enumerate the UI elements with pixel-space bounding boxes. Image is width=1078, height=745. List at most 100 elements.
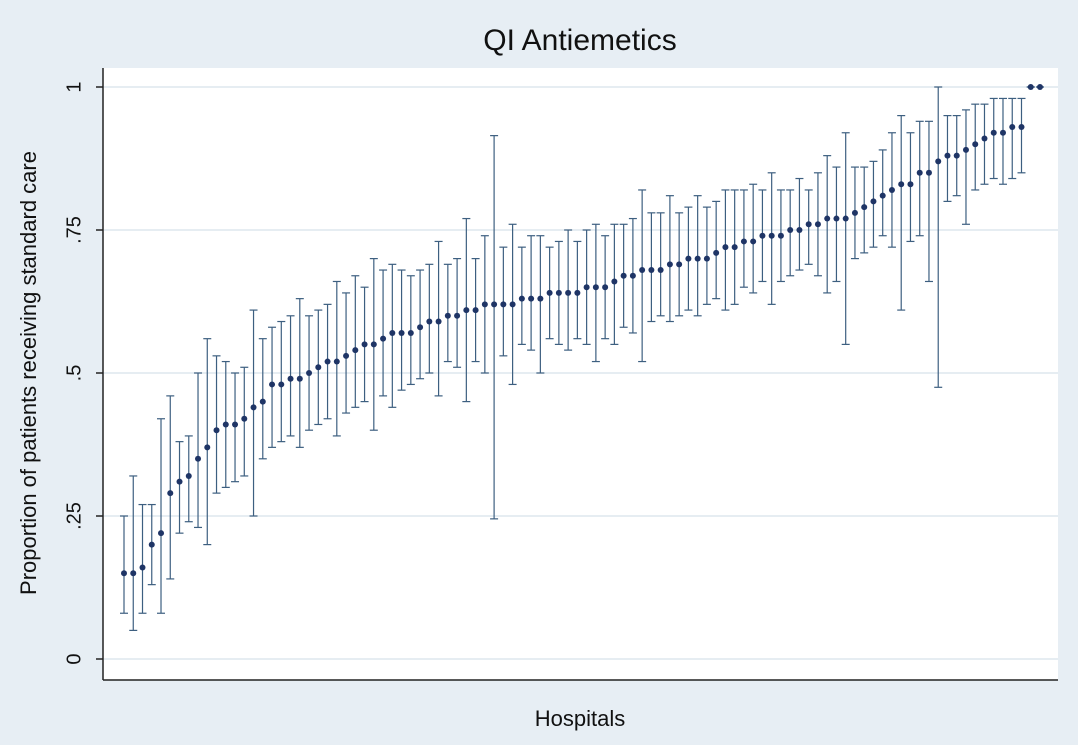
point [324,358,331,365]
point [898,181,905,188]
point [130,570,137,577]
y-tick-label: .75 [63,216,85,244]
y-tick-label: .25 [63,502,85,530]
point [555,289,562,296]
point [944,152,951,159]
point [676,261,683,268]
point [574,289,581,296]
point [870,198,877,205]
point [315,364,322,371]
point [685,255,692,262]
point [185,472,192,479]
point [639,267,646,274]
point [537,295,544,302]
point [999,129,1006,136]
point [213,427,220,434]
point [204,444,211,451]
point [259,398,266,405]
point [1018,124,1025,131]
point [796,227,803,233]
y-tick-label: 0 [63,653,85,664]
point [361,341,368,348]
point [500,301,507,308]
point [565,289,572,296]
point [370,341,377,348]
point [241,415,248,422]
point [787,227,794,233]
point [907,181,914,188]
point [158,530,165,537]
point [620,272,627,279]
point [888,186,895,193]
point [648,267,655,274]
point [398,329,405,336]
point [657,267,664,274]
point [1027,84,1034,90]
point [861,204,868,211]
point [463,307,470,314]
point [546,289,553,296]
point [1037,84,1043,90]
point [879,192,886,199]
point [176,478,183,485]
point [768,232,775,239]
point [509,301,516,308]
point [953,152,960,159]
point [454,312,461,319]
point [278,381,285,388]
point [333,358,340,365]
point [833,215,840,222]
point [851,209,858,216]
point [990,129,997,136]
point [592,284,599,291]
point [750,238,757,245]
point [121,570,127,577]
point [287,375,294,382]
point [380,335,387,342]
point [722,244,729,251]
point [417,324,424,331]
point [343,352,350,359]
point [777,232,784,239]
point [426,318,433,325]
point [972,141,979,148]
chart-title: QI Antiemetics [483,24,676,57]
point [602,284,609,291]
point [435,318,442,325]
y-tick-label: 1 [63,81,85,92]
point [629,272,636,279]
point [472,307,479,314]
point [1009,124,1016,131]
point [269,381,276,388]
point [611,278,618,285]
point [935,158,942,165]
point [389,329,396,336]
point [148,541,155,548]
point [824,215,831,222]
point [232,421,239,428]
point [444,312,451,319]
point [139,564,146,571]
point [666,261,673,268]
point [805,221,812,228]
point [962,146,969,153]
point [583,284,590,291]
point [925,169,932,176]
point [842,215,849,222]
point [731,244,738,251]
point [352,347,359,354]
point [916,169,923,176]
point [306,370,313,376]
point [759,232,766,239]
point [222,421,229,428]
x-axis-title: Hospitals [535,706,625,731]
point [195,455,202,462]
plot-area [103,68,1058,680]
point [694,255,701,262]
point [703,255,710,262]
point [491,301,498,308]
point [981,135,988,142]
y-tick-label: .5 [63,365,85,382]
